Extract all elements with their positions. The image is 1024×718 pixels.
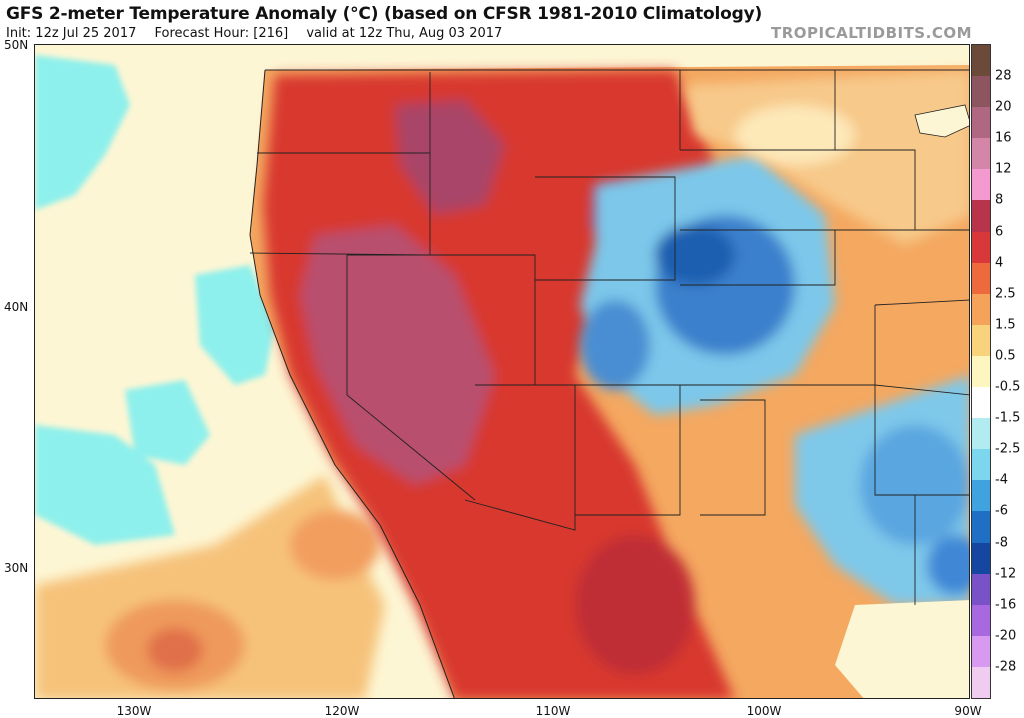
colorbar-cell [972, 480, 990, 512]
pacific-warm-area [35, 475, 385, 698]
colorbar-label: 1.5 [995, 317, 1016, 333]
forecast-hour: Forecast Hour: [216] [154, 26, 289, 41]
colorbar-cell [972, 200, 990, 232]
colorbar-label: 6 [995, 224, 1004, 240]
colorbar-cell [972, 542, 990, 574]
lon-label-120w: 120W [324, 704, 360, 718]
colorbar-cell [972, 293, 990, 325]
pacific-cool-patches [35, 55, 275, 545]
colorbar-cell [972, 573, 990, 605]
colorbar-cell [972, 169, 990, 201]
init-time: Init: 12z Jul 25 2017 [6, 26, 137, 41]
lat-label-50n: 50N [4, 38, 29, 52]
colorbar-label: -12 [995, 566, 1017, 582]
gulf-of-mexico [835, 600, 969, 698]
colorbar-label: 20 [995, 99, 1012, 115]
colorbar-label: 2.5 [995, 286, 1016, 302]
colorbar-cell [972, 231, 990, 263]
map-title: GFS 2-meter Temperature Anomaly (°C) (ba… [6, 4, 763, 24]
colorbar-label: 4 [995, 255, 1004, 271]
colorbar-cell [972, 138, 990, 170]
map-canvas [35, 45, 969, 698]
colorbar-label: 12 [995, 161, 1012, 177]
coastline [249, 69, 455, 698]
colorbar-label: -4 [995, 472, 1008, 488]
lon-label-110w: 110W [535, 704, 571, 718]
colorbar-label: 28 [995, 68, 1012, 84]
colorbar-label: -0.5 [995, 379, 1021, 395]
map-subtitle: Init: 12z Jul 25 2017 Forecast Hour: [21… [6, 26, 516, 41]
colorbar-label: 8 [995, 192, 1004, 208]
valid-time: valid at 12z Thu, Aug 03 2017 [306, 26, 503, 41]
colorbar-cell [972, 324, 990, 356]
colorbar-cell [972, 76, 990, 108]
colorbar-label: 0.5 [995, 348, 1016, 364]
lat-label-40n: 40N [4, 300, 29, 314]
lat-label-30n: 30N [4, 561, 29, 575]
colorbar-label: -28 [995, 659, 1017, 675]
colorbar-label: -16 [995, 597, 1017, 613]
lon-label-100w: 100W [746, 704, 782, 718]
colorbar-cell [972, 511, 990, 543]
colorbar-label: 16 [995, 130, 1012, 146]
colorbar-cell [972, 387, 990, 419]
state-borders [249, 69, 969, 605]
colorbar-label: -2.5 [995, 441, 1021, 457]
brand-watermark: TROPICALTIDBITS.COM [771, 24, 972, 42]
lake-superior [914, 104, 969, 138]
anomaly-map [34, 44, 970, 699]
colorbar-label: -1.5 [995, 410, 1021, 426]
lon-label-90w: 90W [954, 704, 982, 718]
colorbar-cell [972, 635, 990, 667]
colorbar-label: -20 [995, 628, 1017, 644]
colorbar [971, 44, 991, 699]
southeast-cool-area [795, 375, 969, 605]
colorbar-cell [972, 45, 990, 77]
colorbar-cell [972, 262, 990, 294]
colorbar-cell [972, 107, 990, 139]
colorbar-cell [972, 355, 990, 388]
colorbar-cell [972, 418, 990, 450]
colorbar-cell [972, 666, 990, 698]
colorbar-cell [972, 449, 990, 481]
colorbar-label: -6 [995, 503, 1008, 519]
colorbar-cell [972, 604, 990, 636]
colorbar-label: -8 [995, 535, 1008, 551]
lon-label-130w: 130W [116, 704, 152, 718]
